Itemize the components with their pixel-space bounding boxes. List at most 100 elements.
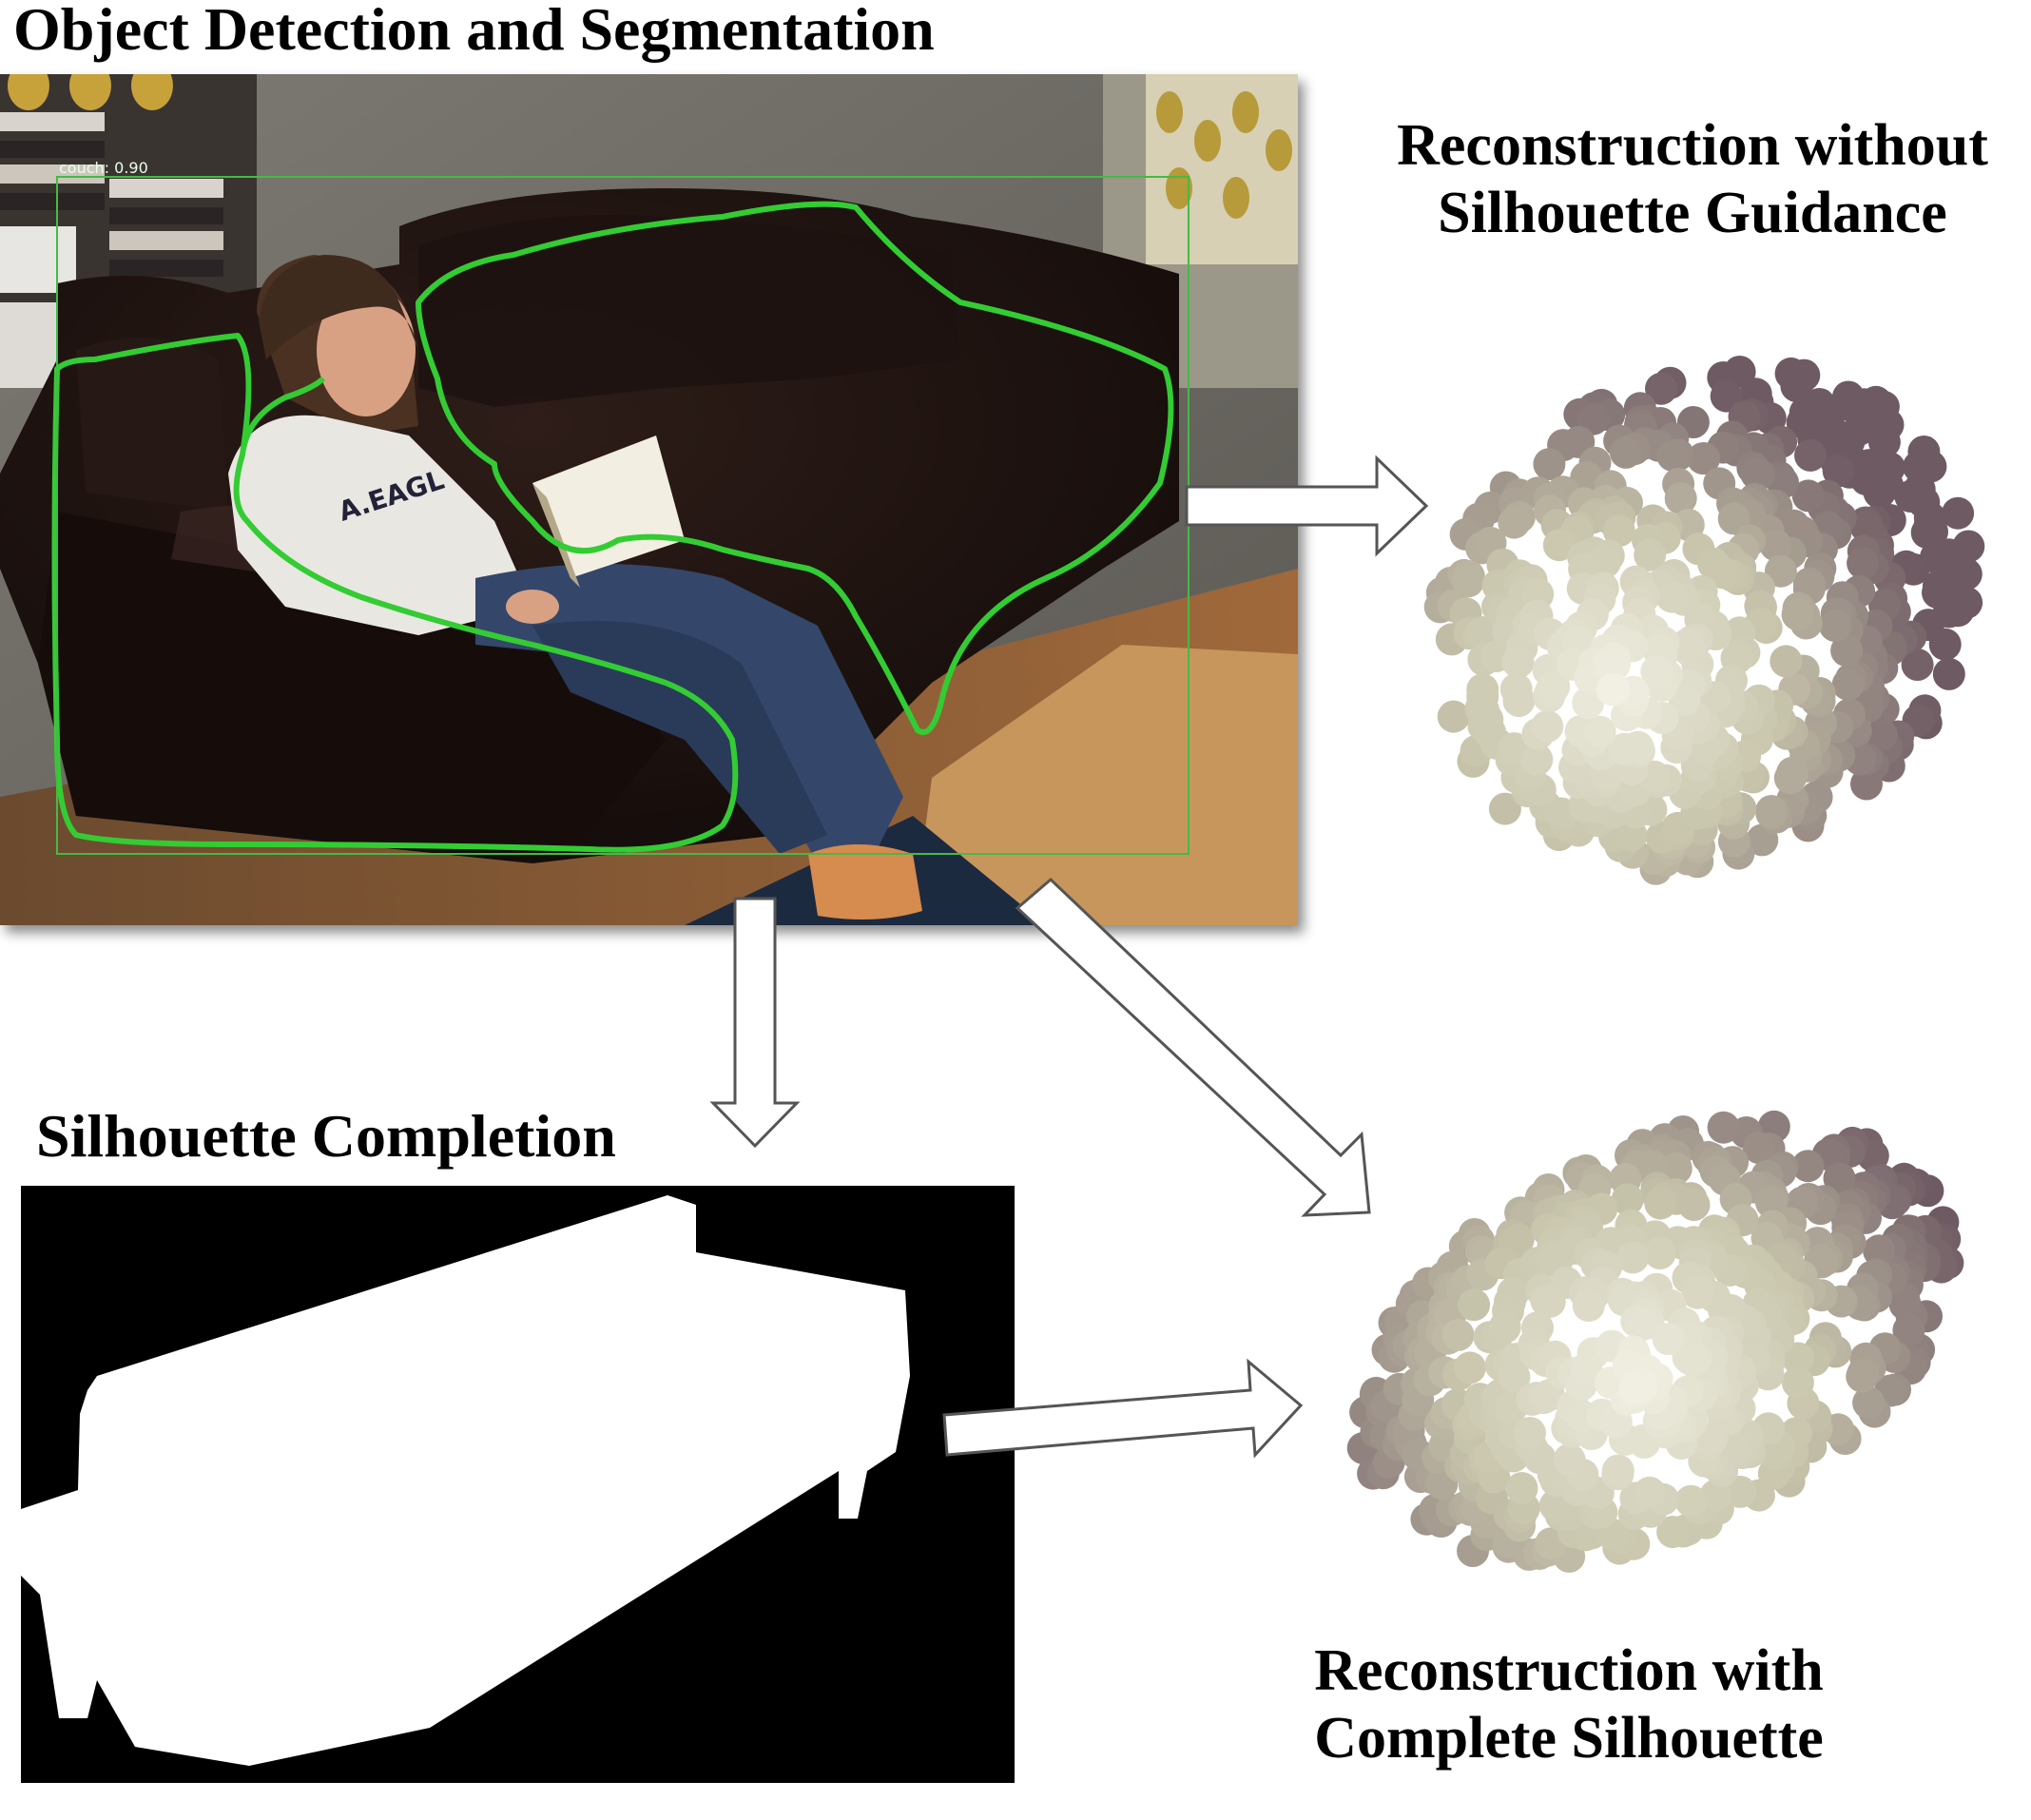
point-cloud-dot xyxy=(1942,496,1975,530)
point-cloud-dot xyxy=(1640,655,1673,688)
point-cloud-dot xyxy=(1597,672,1631,706)
point-cloud-dot xyxy=(1757,1437,1790,1470)
point-cloud-dot xyxy=(1699,1479,1732,1512)
point-cloud-dot xyxy=(1754,1186,1788,1219)
point-cloud-dot xyxy=(1645,372,1677,405)
reconstruction-without-title: Reconstruction without Silhouette Guidan… xyxy=(1331,112,2031,248)
point-cloud-dot xyxy=(1707,1111,1740,1144)
point-cloud-dot xyxy=(1441,1318,1475,1351)
detection-title-text: Object Detection and Segmentation xyxy=(13,0,935,63)
point-cloud-dot xyxy=(1724,1475,1757,1508)
point-cloud-dot xyxy=(1932,657,1965,690)
point-cloud-dot xyxy=(1830,634,1864,668)
silhouette-shape xyxy=(21,1195,910,1766)
point-cloud-dot xyxy=(1533,1285,1566,1318)
segmentation-outline-upper xyxy=(416,201,1174,735)
point-cloud-dot xyxy=(1533,448,1566,481)
point-cloud-dot xyxy=(1643,1237,1676,1269)
point-cloud-dot xyxy=(1863,1234,1896,1268)
point-cloud-dot xyxy=(1609,436,1642,469)
point-cloud-dot xyxy=(1652,1323,1685,1356)
point-cloud-dot xyxy=(1707,556,1740,590)
point-cloud-dot xyxy=(1625,1368,1658,1402)
point-cloud-dot xyxy=(1776,756,1809,789)
point-cloud-dot xyxy=(1583,715,1616,748)
arrow-to-reconstruction-with-diagonal xyxy=(1015,877,1371,1217)
point-cloud-dot xyxy=(1687,442,1719,475)
point-cloud-dot xyxy=(1531,709,1564,743)
reconstruction-without-line2: Silhouette Guidance xyxy=(1438,181,1947,246)
point-cloud-dot xyxy=(1910,516,1944,550)
point-cloud-dot xyxy=(1576,402,1610,436)
point-cloud-with-silhouette xyxy=(1346,1110,1964,1573)
detection-title: Object Detection and Segmentation xyxy=(13,0,935,65)
point-cloud-dot xyxy=(1764,554,1797,588)
silhouette-completion-text: Silhouette Completion xyxy=(36,1102,616,1170)
point-cloud-dot xyxy=(1849,510,1883,543)
point-cloud-dot xyxy=(1553,1443,1586,1477)
point-cloud-dot xyxy=(1791,479,1825,513)
point-cloud-dot xyxy=(1602,514,1635,548)
point-cloud-dot xyxy=(1466,673,1499,707)
reconstruction-without-line1: Reconstruction without xyxy=(1397,113,1988,178)
point-cloud-dot xyxy=(1781,1366,1814,1399)
point-cloud-dot xyxy=(1626,1308,1659,1342)
point-cloud-dot xyxy=(1488,792,1521,825)
point-cloud-dot xyxy=(1664,482,1697,515)
segmentation-outline xyxy=(51,333,739,853)
point-cloud-dot xyxy=(1822,455,1855,488)
point-cloud-dot xyxy=(1634,538,1667,571)
point-cloud-dot xyxy=(1673,633,1706,667)
point-cloud-dot xyxy=(1601,1454,1634,1487)
point-cloud-dot xyxy=(1831,668,1865,701)
point-cloud-dot xyxy=(1742,1132,1775,1164)
point-cloud-dot xyxy=(1794,438,1827,472)
point-cloud-dot xyxy=(1644,1187,1677,1220)
silhouette-mask xyxy=(21,1186,1015,1783)
point-cloud-dot xyxy=(1903,450,1936,483)
point-cloud-dot xyxy=(1514,1417,1546,1449)
point-cloud-dot xyxy=(1488,1310,1521,1344)
arrow-to-silhouette-completion xyxy=(709,897,801,1149)
point-cloud-dot xyxy=(1770,645,1803,678)
point-cloud-dot xyxy=(1611,1183,1644,1216)
point-cloud-dot xyxy=(1656,1516,1690,1548)
point-cloud-dot xyxy=(1466,616,1499,649)
point-cloud-dot xyxy=(1453,1351,1486,1384)
point-cloud-dot xyxy=(1852,1386,1886,1420)
point-cloud-dot xyxy=(1655,580,1689,613)
point-cloud-dot xyxy=(1846,1360,1879,1393)
point-cloud-dot xyxy=(1867,425,1901,458)
point-cloud-dot xyxy=(1458,1288,1491,1322)
point-cloud-dot xyxy=(1656,439,1690,473)
point-cloud-dot xyxy=(1781,598,1814,631)
point-cloud-dot xyxy=(1498,506,1531,539)
point-cloud-dot xyxy=(1501,646,1535,679)
point-cloud-dot xyxy=(1505,1472,1538,1504)
point-cloud-dot xyxy=(1892,1314,1925,1346)
point-cloud-dot xyxy=(1819,610,1851,642)
point-cloud-dot xyxy=(1755,795,1788,827)
point-cloud-dot xyxy=(1498,1361,1531,1394)
detection-label: couch: 0.90 xyxy=(59,159,148,177)
point-cloud-dot xyxy=(1598,648,1631,681)
point-cloud-dot xyxy=(1502,685,1536,717)
point-cloud-dot xyxy=(1538,669,1571,703)
point-cloud-dot xyxy=(1888,1288,1922,1321)
point-cloud-dot xyxy=(1572,687,1605,720)
point-cloud-dot xyxy=(1740,457,1773,491)
point-cloud-dot xyxy=(1452,565,1484,598)
point-cloud-dot xyxy=(1437,700,1470,733)
reconstruction-with-line1: Reconstruction with xyxy=(1314,1638,1824,1703)
point-cloud-dot xyxy=(1791,1150,1825,1183)
point-cloud-dot xyxy=(1616,1241,1650,1274)
point-cloud-dot xyxy=(1681,1276,1714,1309)
point-cloud-dot xyxy=(1572,1289,1605,1323)
point-cloud-dot xyxy=(1523,1442,1557,1475)
point-cloud-dot xyxy=(1901,649,1934,681)
person: A.EAGL xyxy=(228,255,922,920)
point-cloud-without-guidance xyxy=(1423,356,1985,885)
point-cloud-dot xyxy=(1608,732,1641,765)
point-cloud-dot xyxy=(1847,547,1880,580)
point-cloud-dot xyxy=(1677,1189,1711,1221)
